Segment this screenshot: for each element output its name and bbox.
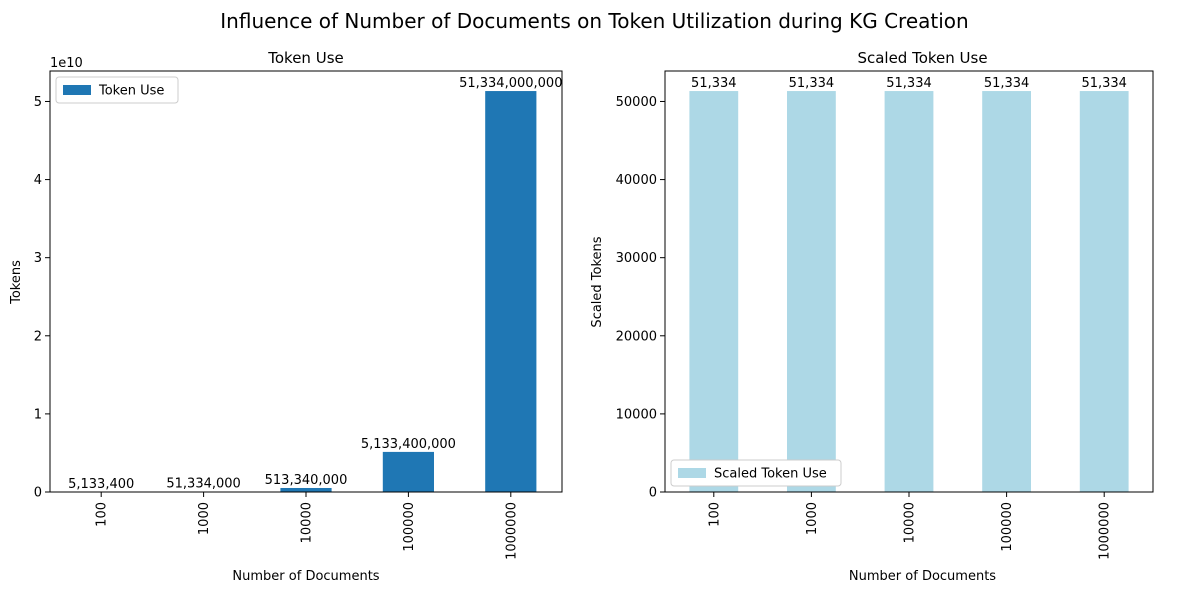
chart-token-use: Token Use 1e10 Number of Documents Token… [9, 49, 563, 584]
bar [689, 91, 739, 493]
y-tick-label: 30000 [616, 251, 657, 266]
x-tick-label: 100 [707, 502, 722, 527]
data-label: 5,133,400 [68, 477, 134, 492]
y-tick-label: 20000 [616, 329, 657, 344]
data-label: 51,334 [691, 76, 737, 91]
chart-scaled-token-use: Scaled Token Use Number of Documents Sca… [590, 49, 1154, 584]
x-tick-label: 1000 [805, 502, 820, 535]
y-tick-label: 50000 [616, 95, 657, 110]
x-tick-label: 100000 [1000, 502, 1015, 552]
x-tick-label: 1000000 [1098, 502, 1113, 560]
figure-title: Influence of Number of Documents on Toke… [220, 9, 968, 33]
bar [787, 91, 836, 493]
y-tick-label: 0 [649, 486, 657, 501]
bar [982, 91, 1031, 493]
y-tick-label: 1 [34, 407, 42, 422]
x-tick-label: 10000 [903, 502, 918, 543]
legend-label: Token Use [98, 84, 164, 99]
x-tick-label: 100000 [402, 502, 417, 552]
legend-swatch [678, 468, 706, 478]
y-axis-label: Tokens [9, 260, 24, 305]
data-label: 51,334 [1081, 76, 1127, 91]
bar [485, 91, 537, 493]
x-tick-label: 10000 [300, 502, 315, 543]
data-label: 51,334 [789, 76, 835, 91]
legend-box [670, 459, 842, 487]
y-tick-label: 40000 [616, 173, 657, 188]
x-tick-label: 1000000 [504, 502, 519, 560]
y-tick-label: 4 [34, 173, 42, 188]
x-tick-label: 1000 [197, 502, 212, 535]
x-axis-label: Number of Documents [232, 569, 379, 584]
legend-label: Scaled Token Use [714, 467, 827, 482]
x-tick-label: 100 [95, 502, 110, 527]
data-label: 51,334,000 [166, 477, 240, 492]
data-label: 51,334,000,000 [459, 76, 562, 91]
y-tick-label: 5 [34, 95, 42, 110]
chart-title: Token Use [267, 49, 343, 67]
data-label: 51,334 [886, 76, 932, 91]
y-tick-label: 3 [34, 251, 42, 266]
y-tick-label: 0 [34, 486, 42, 501]
y-tick-label: 10000 [616, 407, 657, 422]
bar [280, 487, 332, 492]
y-axis-label: Scaled Tokens [590, 236, 605, 327]
bar [1079, 91, 1129, 493]
y-offset-label: 1e10 [50, 56, 83, 71]
data-label: 513,340,000 [265, 473, 348, 488]
legend-swatch [63, 85, 91, 95]
bar [884, 91, 934, 493]
data-label: 51,334 [984, 76, 1030, 91]
legend-box [55, 76, 179, 104]
data-label: 5,133,400,000 [361, 437, 456, 452]
x-axis-label: Number of Documents [849, 569, 996, 584]
chart-title: Scaled Token Use [857, 49, 987, 67]
bar [382, 451, 434, 492]
y-tick-label: 2 [34, 329, 42, 344]
